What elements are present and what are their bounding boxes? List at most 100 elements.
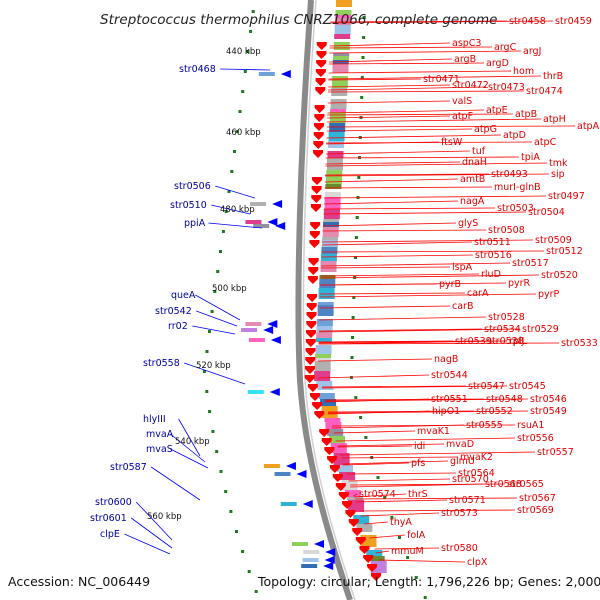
gene-label-plus[interactable]: atpA [577, 121, 600, 132]
gene-label-plus[interactable]: str0516 [475, 250, 512, 261]
gene-label-plus[interactable]: rplL [509, 336, 528, 347]
gene-label-minus[interactable]: str0600 [95, 497, 132, 508]
gene-label-plus[interactable]: argD [486, 58, 509, 69]
gene-label-plus[interactable]: folA [407, 530, 426, 541]
gene-label-plus[interactable]: str0549 [530, 406, 567, 417]
gene-label-plus[interactable]: mvaK2 [460, 452, 493, 463]
gene-label-plus[interactable]: str0493 [491, 169, 528, 180]
gene-label-minus[interactable]: mvaS [146, 444, 173, 455]
gene-label-plus[interactable]: tpiA [521, 152, 540, 163]
gene-label-minus[interactable]: ppiA [184, 218, 206, 229]
gene-label-plus[interactable]: atpB [515, 109, 537, 120]
gene-label-plus[interactable]: str0538 [487, 336, 524, 347]
gene-label-plus[interactable]: str0557 [537, 447, 574, 458]
gene-label-plus[interactable]: amtB [460, 174, 485, 185]
gene-label-plus[interactable]: glyS [458, 218, 478, 229]
gene-label-plus[interactable]: str0545 [509, 381, 546, 392]
gene-label-plus[interactable]: nagA [460, 196, 485, 207]
gene-label-plus[interactable]: str0570 [452, 474, 489, 485]
gene-label-plus[interactable]: str0546 [530, 394, 567, 405]
gene-label-plus[interactable]: str0473 [488, 82, 525, 93]
gene-label-plus[interactable]: atpC [534, 137, 557, 148]
gene-label-plus[interactable]: str0544 [431, 370, 468, 381]
gene-label-minus[interactable]: clpE [100, 529, 120, 540]
gene-label-plus[interactable]: mvaD [446, 439, 474, 450]
gene-label-plus[interactable]: str0520 [541, 270, 578, 281]
gene-label-plus[interactable]: atpH [543, 114, 566, 125]
gene-label-plus[interactable]: str0497 [548, 191, 585, 202]
gene-label-plus[interactable]: argJ [523, 46, 541, 57]
gene-label-plus[interactable]: pyrP [538, 289, 560, 300]
gene-label-plus[interactable]: str0474 [526, 86, 563, 97]
gene-label-plus[interactable]: rplJ [509, 336, 524, 347]
gene-label-minus[interactable]: str0558 [143, 358, 180, 369]
gene-label-plus[interactable]: str0580 [441, 543, 478, 554]
gene-label-plus[interactable]: hom [513, 66, 534, 77]
gene-label-plus[interactable]: mmuM [391, 546, 424, 557]
gene-label-plus[interactable]: str0508 [488, 225, 525, 236]
gene-label-plus[interactable]: dnaH [462, 157, 487, 168]
gene-label-plus[interactable]: str0517 [512, 258, 549, 269]
gene-label-minus[interactable]: str0601 [90, 513, 127, 524]
gene-label-plus[interactable]: pyrR [508, 278, 531, 289]
gene-label-plus[interactable]: str0556 [517, 433, 554, 444]
gene-label-minus[interactable]: queA [171, 290, 196, 301]
gene-label-plus[interactable]: thrB [543, 71, 563, 82]
gene-label-plus[interactable]: str0534 [484, 324, 521, 335]
gene-label-plus[interactable]: str0529 [522, 324, 559, 335]
gene-label-plus[interactable]: str0551 [431, 394, 468, 405]
gene-label-plus[interactable]: str0503 [497, 203, 534, 214]
gene-label-plus[interactable]: str0512 [546, 246, 583, 257]
gene-label-plus[interactable]: str0555 [466, 420, 503, 431]
gene-label-plus[interactable]: rluD [481, 269, 501, 280]
gene-label-plus[interactable]: valS [452, 96, 472, 107]
gene-label-plus[interactable]: str0569 [517, 505, 554, 516]
gene-label-plus[interactable]: str0571 [449, 495, 486, 506]
gene-label-minus[interactable]: str0510 [170, 200, 207, 211]
gene-label-plus[interactable]: str0471 [423, 74, 460, 85]
gene-label-plus[interactable]: clpX [467, 557, 488, 568]
gene-label-plus[interactable]: str0458 [509, 16, 546, 27]
gene-label-plus[interactable]: thrS [408, 489, 428, 500]
gene-label-plus[interactable]: atpG [474, 124, 497, 135]
gene-label-minus[interactable]: str0506 [174, 181, 211, 192]
gene-label-plus[interactable]: argB [454, 54, 476, 65]
gene-label-plus[interactable]: lspA [452, 262, 473, 273]
gene-label-plus[interactable]: atpE [486, 105, 508, 116]
gene-label-plus[interactable]: mvaK1 [417, 426, 450, 437]
gene-label-plus[interactable]: str0548 [486, 394, 523, 405]
gene-label-minus[interactable]: hlyIII [143, 414, 166, 425]
gene-label-plus[interactable]: murI-glnB [494, 182, 541, 193]
gene-label-plus[interactable]: atpD [503, 130, 526, 141]
gene-label-plus[interactable]: tuf [472, 146, 486, 157]
gene-label-plus[interactable]: glmU [450, 456, 475, 467]
gene-label-plus[interactable]: rsuA1 [517, 420, 544, 431]
gene-label-plus[interactable]: str0539 [455, 336, 492, 347]
gene-label-plus[interactable]: str0528 [488, 312, 525, 323]
gene-label-minus[interactable]: str0587 [110, 462, 147, 473]
gene-label-plus[interactable]: atpF [452, 111, 473, 122]
gene-label-plus[interactable]: str0568 [485, 479, 522, 490]
gene-label-plus[interactable]: ftsW [441, 137, 463, 148]
gene-label-plus[interactable]: thyA [390, 517, 412, 528]
gene-label-plus[interactable]: sip [551, 169, 565, 180]
gene-label-plus[interactable]: str0459 [555, 16, 592, 27]
gene-label-plus[interactable]: str0573 [441, 508, 478, 519]
gene-label-plus[interactable]: str0565 [507, 479, 544, 490]
gene-label-plus[interactable]: str0552 [476, 406, 513, 417]
gene-label-minus[interactable]: str0542 [155, 306, 192, 317]
gene-label-minus[interactable]: rr02 [168, 321, 188, 332]
gene-label-plus[interactable]: aspC3 [452, 38, 481, 49]
gene-label-minus[interactable]: str0468 [179, 64, 216, 75]
gene-label-plus[interactable]: str0509 [535, 235, 572, 246]
gene-label-plus[interactable]: hipO1 [432, 406, 460, 417]
gene-label-plus[interactable]: str0574 [359, 489, 396, 500]
gene-label-plus[interactable]: str0472 [452, 80, 489, 91]
gene-label-plus[interactable]: carA [467, 288, 489, 299]
gene-label-plus[interactable]: pyrB [439, 279, 461, 290]
gene-label-plus[interactable]: nagB [434, 354, 458, 365]
gene-label-minus[interactable]: mvaA [146, 429, 174, 440]
gene-label-plus[interactable]: carB [452, 301, 473, 312]
gene-label-plus[interactable]: pfs [411, 458, 425, 469]
gene-label-plus[interactable]: idi [414, 441, 425, 452]
